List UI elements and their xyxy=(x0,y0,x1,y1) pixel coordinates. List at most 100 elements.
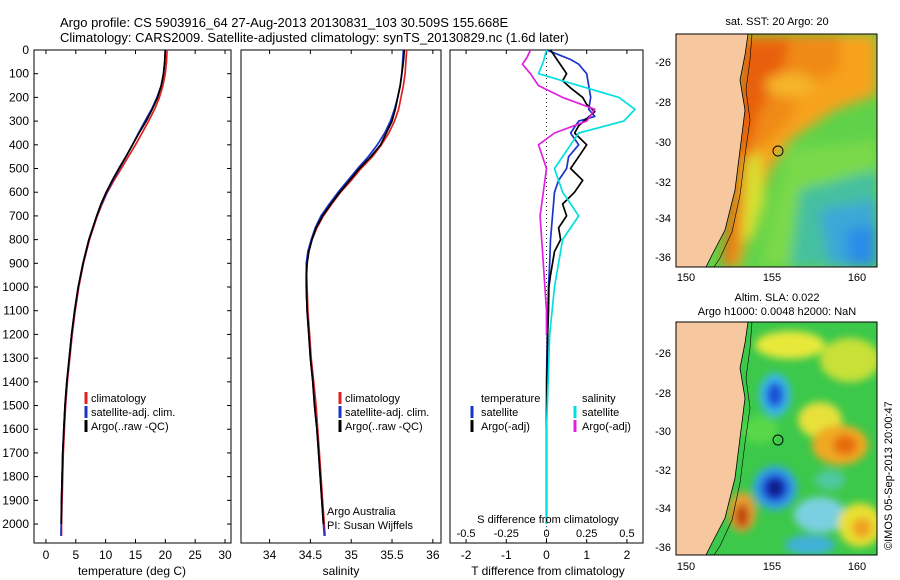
depth-tick-label: 1700 xyxy=(2,446,29,460)
difference-axis-ticks: -2 -1 0 1 2 xyxy=(461,50,631,562)
difference-series xyxy=(521,50,636,524)
x-tick-label: 35.5 xyxy=(380,548,404,562)
sla-lat-tick: -34 xyxy=(655,503,671,515)
x-tick-label: 5 xyxy=(72,548,79,562)
argo-float-marker xyxy=(772,145,784,157)
sst-lat-tick: -34 xyxy=(655,213,671,225)
x-tick-label: 25 xyxy=(189,548,203,562)
salinity-difference-scale: -0.5 -0.25 0 0.25 0.5 xyxy=(457,528,635,540)
temperature-axes-frame xyxy=(33,49,232,544)
x-tick-label: 30 xyxy=(218,548,232,562)
series-line-argo-raw-qc- xyxy=(305,50,406,525)
sla-map: Altim. SLA: 0.022 Argo h1000: 0.0048 h20… xyxy=(655,292,878,573)
depth-tick-label: 800 xyxy=(9,233,29,247)
x-tick-label: 0 xyxy=(43,548,50,562)
depth-tick-label: 0 xyxy=(22,43,29,57)
sla-map-title: Altim. SLA: 0.022 xyxy=(735,292,820,304)
sst-lat-tick: -26 xyxy=(655,57,671,69)
header-line1: Argo profile: CS 5903916_64 27-Aug-2013 … xyxy=(60,15,508,30)
sla-lon-tick: 160 xyxy=(848,561,866,573)
sla-lat-tick: -30 xyxy=(655,426,671,438)
depth-tick-label: 500 xyxy=(9,162,29,176)
sst-lon-tick: 160 xyxy=(848,272,866,284)
sla-lat-tick: -36 xyxy=(655,542,671,554)
legend-label-climatology: climatology xyxy=(345,393,401,405)
sst-lat-tick: -30 xyxy=(655,137,671,149)
sst-lon-tick: 150 xyxy=(677,272,695,284)
x-tick-label: 10 xyxy=(99,548,113,562)
s-diff-tick-label: 0.25 xyxy=(576,528,597,540)
legend-title-salinity: salinity xyxy=(582,393,616,405)
sst-map-title: sat. SST: 20 Argo: 20 xyxy=(725,16,828,28)
legend-label-argo: Argo(..raw -QC) xyxy=(91,421,169,433)
depth-tick-label: 400 xyxy=(9,138,29,152)
legend-label-temp-satellite: satellite xyxy=(481,407,518,419)
imos-timestamp: ©IMOS 05-Sep-2013 20:00:47 xyxy=(883,401,895,550)
x-tick-label: 20 xyxy=(159,548,173,562)
sla-lon-tick: 150 xyxy=(677,561,695,573)
depth-tick-label: 900 xyxy=(9,256,29,270)
depth-tick-label: 200 xyxy=(9,90,29,104)
s-difference-label: S difference from climatology xyxy=(477,514,619,526)
x-tick-label: -2 xyxy=(461,548,472,562)
x-tick-label: 36 xyxy=(426,548,440,562)
series-line-argo-raw-qc- xyxy=(60,50,167,525)
depth-tick-label: 1900 xyxy=(2,493,29,507)
x-tick-label: 15 xyxy=(129,548,143,562)
depth-tick-label: 300 xyxy=(9,114,29,128)
sla-map-image xyxy=(676,322,877,555)
t-difference-label: T difference from climatology xyxy=(471,564,625,578)
x-tick-label: 34.5 xyxy=(299,548,323,562)
legend-label-satellite: satellite-adj. clim. xyxy=(91,407,175,419)
series-line-salinity-argo-adj- xyxy=(521,50,596,335)
depth-tick-label: 1600 xyxy=(2,422,29,436)
depth-tick-label: 1800 xyxy=(2,470,29,484)
sla-lat-tick: -26 xyxy=(655,348,671,360)
salinity-xlabel: salinity xyxy=(323,564,360,578)
s-diff-tick-label: 0.5 xyxy=(619,528,634,540)
legend-label-climatology: climatology xyxy=(91,393,147,405)
s-diff-tick-label: 0 xyxy=(543,528,549,540)
x-tick-label: 34 xyxy=(263,548,277,562)
sla-lon-tick: 155 xyxy=(763,561,781,573)
temperature-legend: climatology satellite-adj. clim. Argo(..… xyxy=(84,392,175,433)
temperature-series xyxy=(60,50,168,536)
depth-tick-label: 700 xyxy=(9,209,29,223)
x-tick-label: -1 xyxy=(501,548,512,562)
depth-tick-label: 1300 xyxy=(2,351,29,365)
legend-label-sal-argo: Argo(-adj) xyxy=(582,421,631,433)
series-line-temperature-argo-adj- xyxy=(545,50,596,524)
salinity-legend: climatology satellite-adj. clim. Argo(..… xyxy=(338,392,429,433)
depth-tick-label: 100 xyxy=(9,67,29,81)
sla-map-subtitle: Argo h1000: 0.0048 h2000: NaN xyxy=(698,306,856,318)
depth-tick-label: 1500 xyxy=(2,399,29,413)
s-diff-tick-label: -0.25 xyxy=(494,528,519,540)
s-diff-tick-label: -0.5 xyxy=(457,528,476,540)
x-tick-label: 2 xyxy=(624,548,631,562)
temperature-panel: 0100200300400500600700800900100011001200… xyxy=(2,43,643,578)
argo-australia-label: Argo Australia xyxy=(327,506,396,518)
difference-panel: -2 -1 0 1 2 temperature satellite Argo(-adj)… xyxy=(449,49,644,578)
series-line-salinity-satellite xyxy=(537,50,636,524)
sst-lon-tick: 155 xyxy=(763,272,781,284)
sst-lat-tick: -36 xyxy=(655,252,671,264)
sst-map-image xyxy=(676,34,877,267)
x-tick-label: 1 xyxy=(583,548,590,562)
salinity-panel: 34 34.5 35 35.5 36 climatology satellite-adj… xyxy=(240,49,442,578)
sst-lat-tick: -32 xyxy=(655,177,671,189)
sst-map: sat. SST: 20 Argo: 20 -26 -28 -3 xyxy=(655,16,878,284)
legend-label-satellite: satellite-adj. clim. xyxy=(345,407,429,419)
depth-tick-label: 600 xyxy=(9,185,29,199)
temperature-xlabel: temperature (deg C) xyxy=(78,564,186,578)
difference-legend: temperature satellite Argo(-adj) salinit… xyxy=(470,393,631,433)
sla-lat-tick: -28 xyxy=(655,388,671,400)
legend-title-temperature: temperature xyxy=(481,393,540,405)
legend-label-argo: Argo(..raw -QC) xyxy=(345,421,423,433)
sla-lat-tick: -32 xyxy=(655,465,671,477)
depth-tick-label: 1400 xyxy=(2,375,29,389)
sst-lat-tick: -28 xyxy=(655,97,671,109)
header-line2: Climatology: CARS2009. Satellite-adjuste… xyxy=(60,30,569,45)
depth-tick-label: 1000 xyxy=(2,280,29,294)
legend-label-temp-argo: Argo(-adj) xyxy=(481,421,530,433)
